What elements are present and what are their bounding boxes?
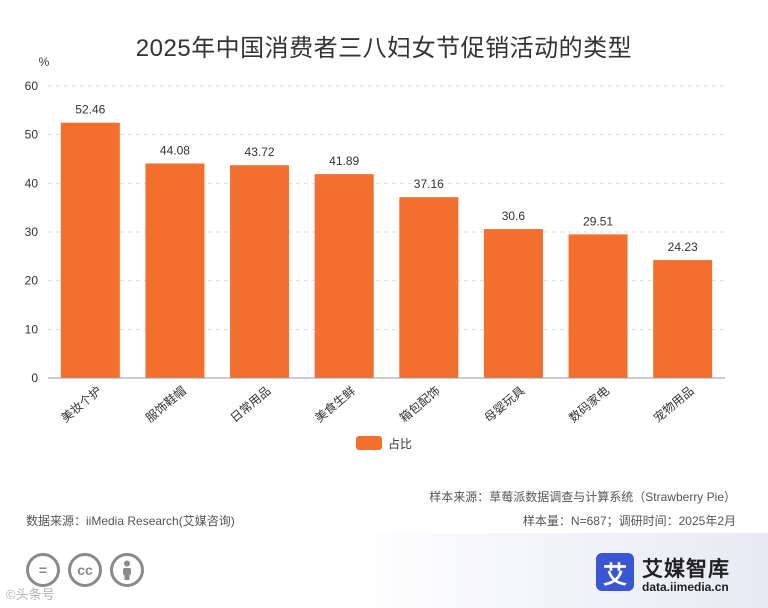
brand-url: data.iimedia.cn [642, 580, 729, 594]
equals-icon: = [26, 553, 60, 587]
sample-source: 样本来源：草莓派数据调查与计算系统（Strawberry Pie） [429, 490, 736, 504]
y-axis-unit: % [39, 55, 50, 69]
bar[interactable] [230, 165, 290, 378]
iimedia-logo-icon: 艾 [596, 553, 634, 591]
x-tick-label: 宠物用品 [650, 383, 696, 425]
bar[interactable] [314, 174, 374, 378]
bar[interactable] [568, 234, 628, 378]
legend-label: 占比 [388, 436, 413, 451]
x-tick-label: 母婴玩具 [482, 384, 528, 426]
x-tick-label: 服饰鞋帽 [142, 383, 188, 425]
y-tick-label: 20 [25, 274, 39, 288]
y-tick-label: 30 [25, 225, 39, 239]
y-tick-label: 0 [31, 371, 38, 385]
license-icons: = cc [26, 553, 144, 587]
person-icon [110, 553, 144, 587]
x-tick-label: 箱包配饰 [396, 383, 442, 425]
y-tick-label: 50 [25, 128, 39, 142]
brand-name: 艾媒智库 [642, 558, 730, 581]
bar[interactable] [483, 229, 543, 378]
data-label: 37.16 [414, 177, 444, 191]
data-label: 52.46 [75, 103, 105, 117]
data-label: 41.89 [329, 154, 359, 168]
bar[interactable] [60, 122, 120, 378]
y-tick-label: 60 [25, 79, 39, 93]
data-label: 30.6 [502, 209, 526, 223]
x-tick-label: 日常用品 [228, 384, 274, 426]
bar[interactable] [145, 163, 205, 378]
watermark: ©头条号 [6, 587, 55, 602]
x-tick-label: 美食生鲜 [312, 383, 358, 425]
cc-icon: cc [68, 553, 102, 587]
data-source: 数据来源：iiMedia Research(艾媒咨询) [26, 514, 235, 528]
bar[interactable] [653, 260, 713, 378]
legend[interactable]: 占比 [356, 436, 413, 451]
bar[interactable] [399, 197, 459, 378]
legend-swatch [356, 436, 382, 450]
y-tick-label: 10 [25, 322, 39, 336]
x-tick-label: 数码家电 [566, 383, 612, 425]
chart-title: 2025年中国消费者三八妇女节促销活动的类型 [135, 35, 633, 62]
x-tick-label: 美妆个护 [58, 384, 104, 426]
data-label: 43.72 [245, 145, 275, 159]
data-label: 29.51 [583, 214, 613, 228]
y-tick-label: 40 [25, 176, 39, 190]
sample-info: 样本量：N=687；调研时间：2025年2月 [522, 514, 736, 528]
data-label: 24.23 [668, 240, 698, 254]
data-label: 44.08 [160, 143, 190, 157]
